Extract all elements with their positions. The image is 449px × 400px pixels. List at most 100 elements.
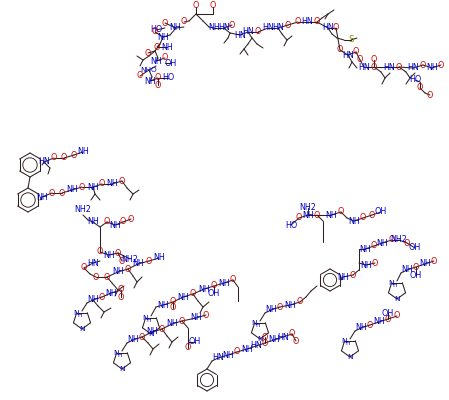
Text: O: O: [99, 292, 105, 302]
Text: NH: NH: [426, 64, 438, 72]
Text: O: O: [289, 330, 295, 338]
Text: NH: NH: [153, 254, 165, 262]
Text: NH: NH: [87, 296, 99, 304]
Text: O: O: [118, 286, 124, 294]
Text: OH: OH: [382, 308, 394, 318]
Text: NH: NH: [222, 350, 234, 360]
Text: O: O: [51, 154, 57, 162]
Text: O: O: [389, 236, 395, 244]
Text: N: N: [148, 331, 154, 337]
Text: NH: NH: [241, 344, 253, 354]
Text: O: O: [255, 28, 261, 36]
Text: O: O: [154, 42, 160, 52]
Text: O: O: [146, 256, 152, 266]
Text: N: N: [341, 338, 347, 344]
Text: O: O: [420, 60, 426, 70]
Text: NH: NH: [169, 24, 181, 32]
Text: HN: HN: [383, 62, 395, 72]
Text: NH: NH: [284, 300, 296, 310]
Text: O: O: [431, 256, 437, 266]
Text: OH: OH: [165, 58, 177, 68]
Text: NH: NH: [348, 216, 360, 226]
Text: O: O: [190, 290, 196, 298]
Text: O: O: [438, 60, 444, 70]
Text: HN: HN: [272, 24, 284, 32]
Text: O: O: [170, 304, 176, 312]
Text: N: N: [73, 310, 79, 316]
Text: O: O: [97, 248, 103, 256]
Text: O: O: [360, 214, 366, 222]
Text: NH: NH: [360, 260, 372, 270]
Text: N: N: [142, 315, 147, 321]
Text: OH: OH: [208, 288, 220, 298]
Text: N: N: [113, 350, 119, 356]
Text: NH2: NH2: [122, 254, 138, 264]
Text: H: H: [392, 283, 397, 288]
Text: HO: HO: [285, 220, 297, 230]
Text: NH: NH: [77, 148, 89, 156]
Text: NH: NH: [161, 42, 173, 52]
Text: NH2: NH2: [391, 236, 407, 244]
Text: O: O: [49, 188, 55, 198]
Text: O: O: [162, 54, 168, 62]
Text: H: H: [146, 318, 151, 323]
Text: NH: NH: [373, 318, 385, 326]
Text: O: O: [427, 90, 433, 100]
Text: O: O: [371, 62, 377, 72]
Text: H: H: [255, 323, 260, 328]
Text: NH: NH: [218, 278, 230, 288]
Text: N: N: [257, 336, 263, 342]
Text: NH: NH: [36, 192, 48, 202]
Text: NH: NH: [190, 314, 202, 322]
Text: O: O: [159, 324, 165, 334]
Text: NH: NH: [268, 336, 280, 344]
Text: O: O: [396, 62, 402, 72]
Text: O: O: [128, 214, 134, 224]
Text: S: S: [348, 36, 354, 44]
Text: O: O: [118, 292, 124, 302]
Text: OH: OH: [375, 208, 387, 216]
Text: O: O: [179, 316, 185, 326]
Text: O: O: [104, 218, 110, 226]
Text: HN: HN: [212, 354, 224, 362]
Text: N: N: [251, 320, 256, 326]
Text: NH: NH: [109, 220, 121, 230]
Text: HN: HN: [87, 258, 99, 268]
Text: O: O: [81, 264, 87, 272]
Text: NH: NH: [87, 182, 99, 192]
Text: O: O: [181, 18, 187, 26]
Text: NH2: NH2: [75, 206, 92, 214]
Text: NH: NH: [66, 186, 78, 194]
Text: NH: NH: [132, 260, 144, 268]
Text: O: O: [230, 276, 236, 284]
Text: HN: HN: [38, 158, 50, 166]
Text: O: O: [234, 348, 240, 356]
Text: HN: HN: [342, 50, 354, 60]
Text: NH: NH: [359, 244, 371, 254]
Text: NH: NH: [112, 268, 124, 276]
Text: NH: NH: [146, 328, 158, 336]
Text: NH: NH: [208, 24, 220, 32]
Text: O: O: [314, 18, 320, 26]
Text: NH: NH: [265, 306, 277, 314]
Text: H: H: [78, 313, 82, 318]
Text: O: O: [120, 218, 126, 226]
Text: N: N: [119, 366, 125, 372]
Text: O: O: [170, 298, 176, 306]
Text: NH: NH: [106, 180, 118, 188]
Text: O: O: [71, 150, 77, 160]
Text: O: O: [139, 332, 145, 342]
Text: NH: NH: [355, 324, 367, 332]
Text: O: O: [115, 248, 121, 258]
Text: N: N: [79, 326, 85, 332]
Text: NH: NH: [157, 300, 169, 310]
Text: O: O: [285, 20, 291, 30]
Text: OH: OH: [189, 338, 201, 346]
Text: NH: NH: [157, 32, 169, 42]
Text: O: O: [262, 332, 268, 342]
Text: O: O: [338, 208, 344, 216]
Text: NH: NH: [177, 292, 189, 302]
Text: O: O: [333, 24, 339, 32]
Text: NH: NH: [150, 56, 162, 66]
Text: O: O: [99, 180, 105, 188]
